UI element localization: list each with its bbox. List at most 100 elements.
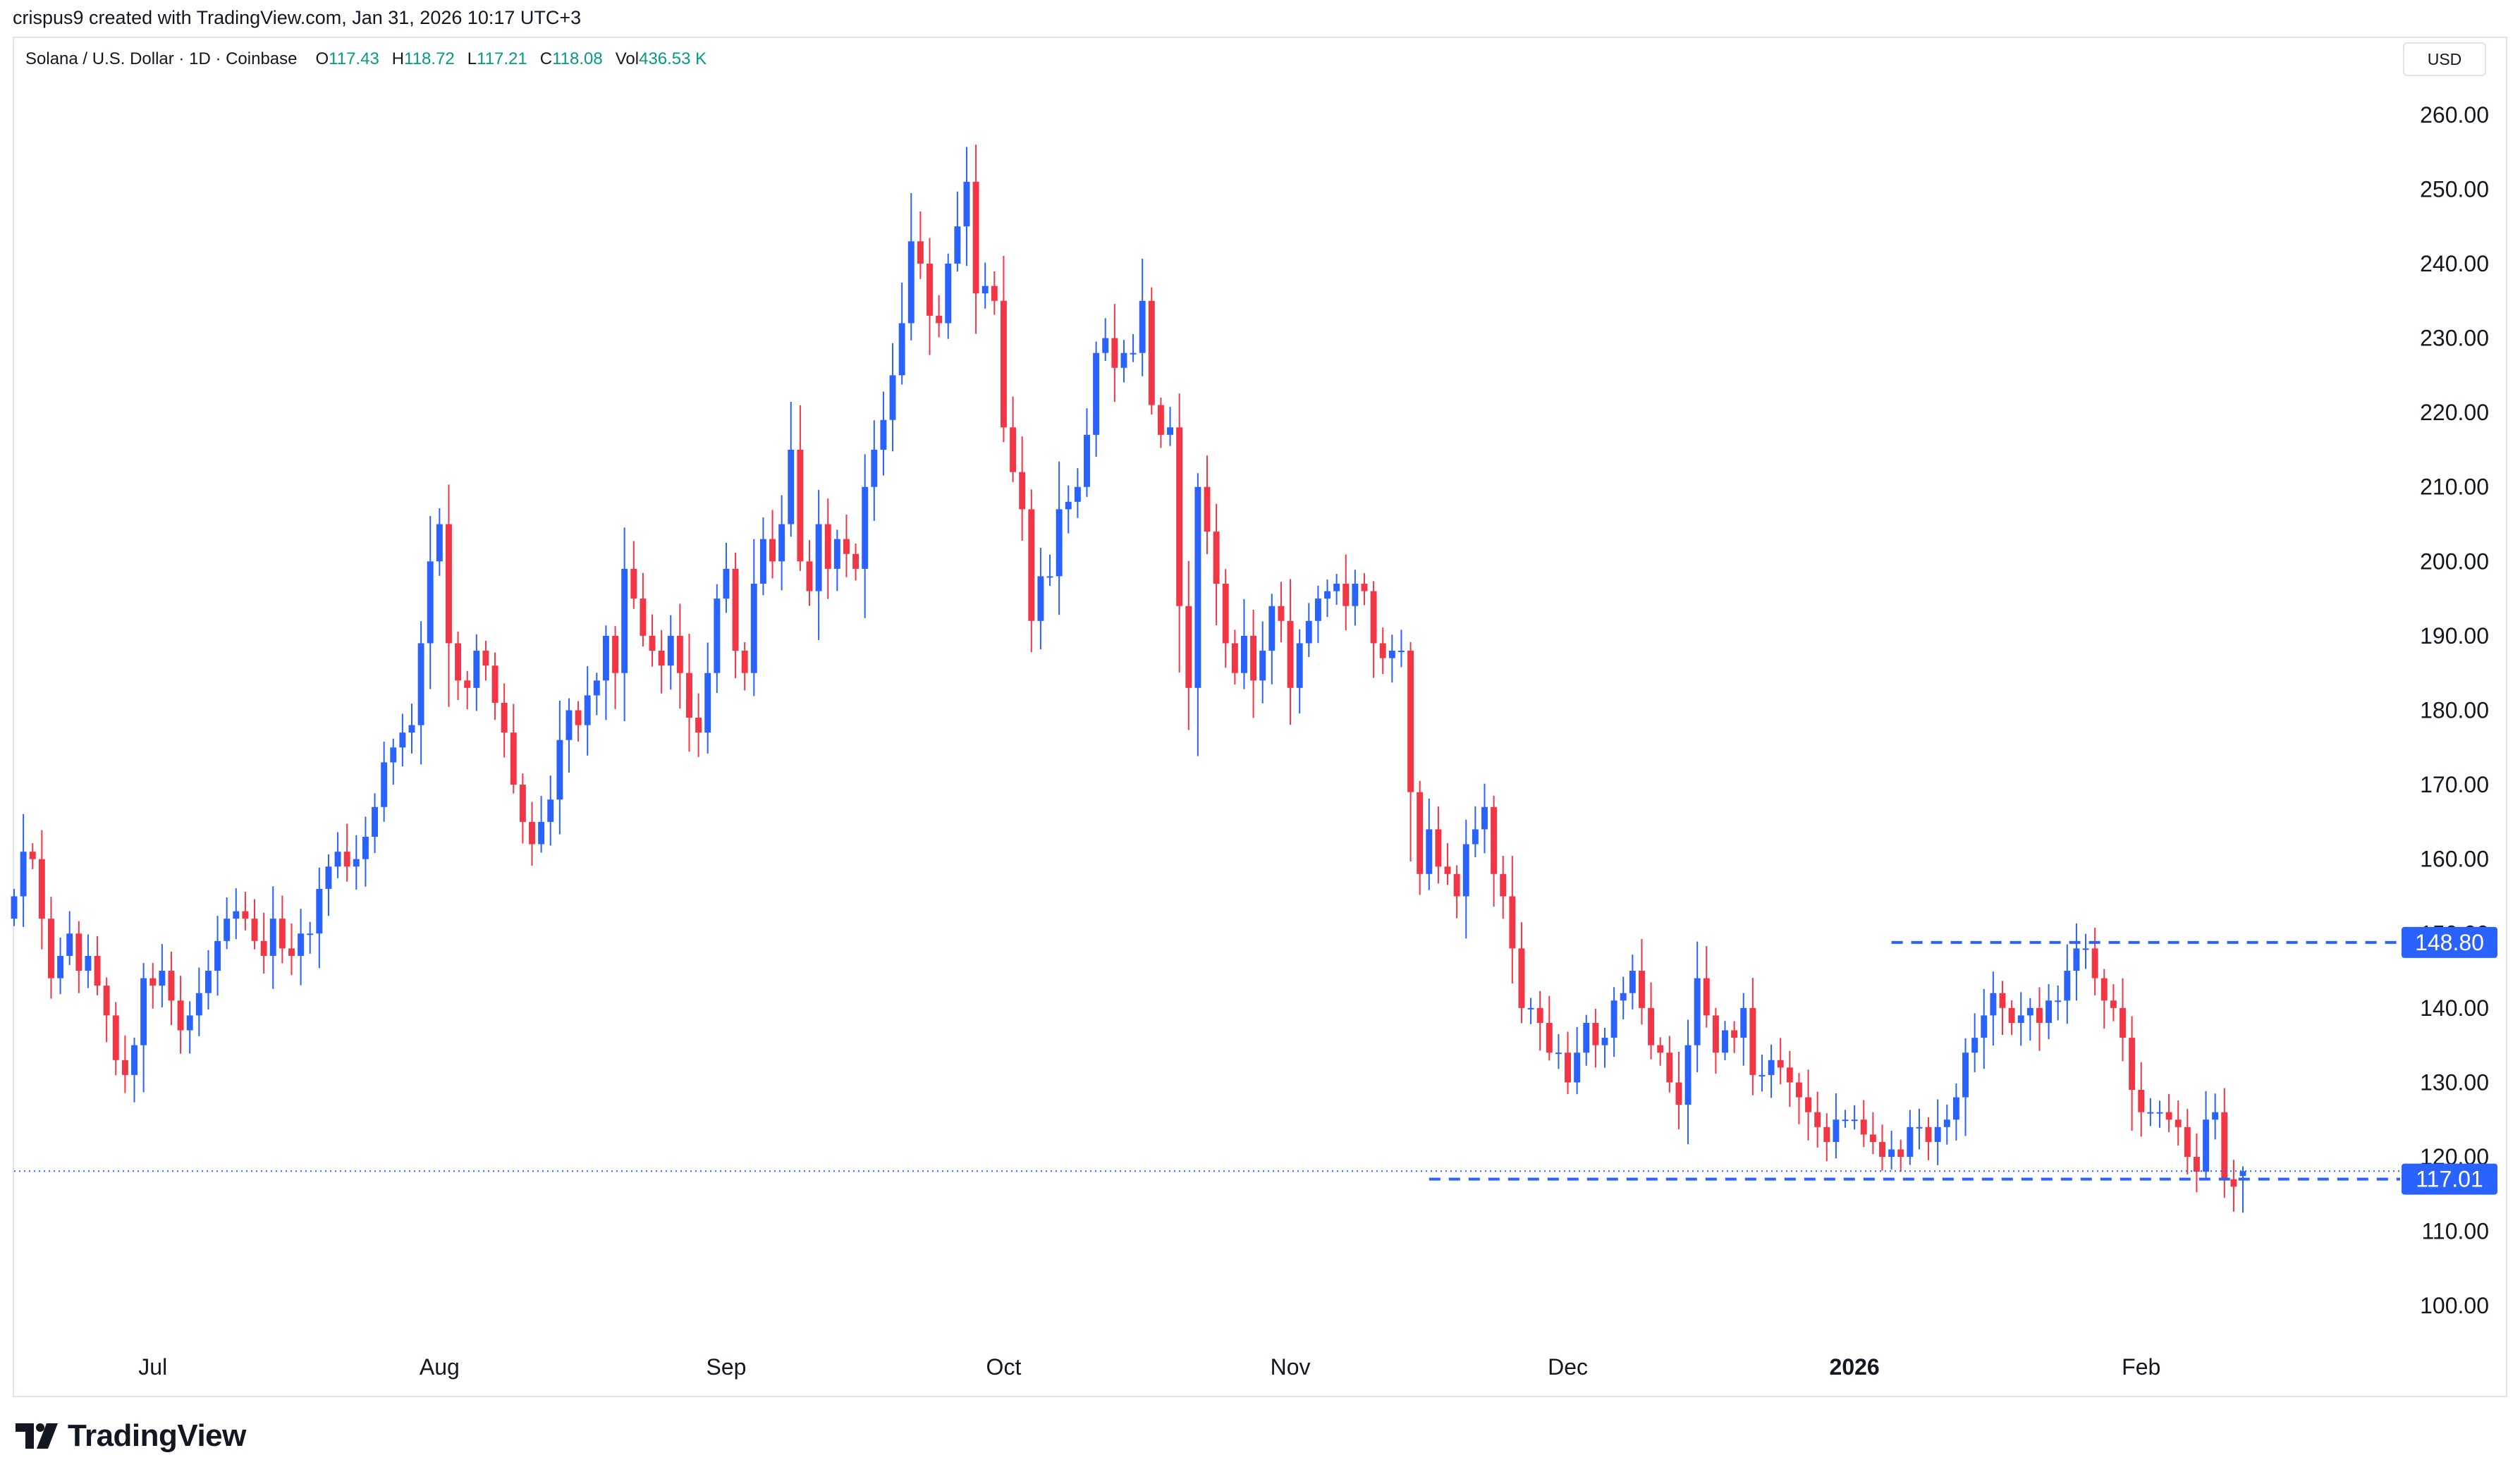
- y-tick-label: 260.00: [2420, 102, 2489, 128]
- candle-body: [1102, 338, 1109, 353]
- candle-body: [269, 919, 276, 956]
- candle-body: [1694, 978, 1701, 1045]
- candle-body: [399, 732, 406, 748]
- candle-body: [1453, 873, 1460, 897]
- candle-body: [1444, 866, 1451, 874]
- candle-body: [1472, 829, 1479, 845]
- candle-body: [1046, 576, 1053, 578]
- candle-body: [954, 226, 961, 264]
- candle-body: [1287, 620, 1294, 688]
- candle-body: [1574, 1053, 1581, 1083]
- candle-body: [1222, 584, 1229, 644]
- candle-body: [2017, 1015, 2024, 1023]
- candle-body: [769, 539, 776, 562]
- candle-body: [1352, 584, 1359, 606]
- candle-body: [57, 955, 64, 978]
- candle-body: [1167, 427, 1173, 435]
- tradingview-logo-icon: [16, 1423, 58, 1449]
- candle-body: [1397, 651, 1405, 653]
- candle-body: [1759, 1074, 1766, 1076]
- candle-body: [482, 651, 489, 666]
- candle-body: [1231, 643, 1238, 673]
- open-label: O: [315, 49, 329, 68]
- candle-body: [1417, 792, 1424, 874]
- candle-body: [2156, 1112, 2163, 1114]
- candle-body: [1250, 635, 1257, 681]
- x-tick-label: Oct: [986, 1354, 1022, 1380]
- candle-body: [1268, 606, 1276, 651]
- candle-body: [1185, 606, 1192, 688]
- candle-body: [1056, 509, 1063, 577]
- candle-body: [1111, 338, 1118, 368]
- candle-body: [1962, 1053, 1969, 1098]
- candle-body: [1795, 1082, 1802, 1098]
- candle-body: [1130, 352, 1137, 355]
- candle-body: [1370, 591, 1377, 644]
- candle-body: [945, 263, 952, 324]
- candle-body: [455, 643, 462, 681]
- candle-body: [538, 821, 545, 845]
- candle-body: [1869, 1134, 1876, 1142]
- candle-body: [186, 1015, 193, 1031]
- candle-body: [1518, 948, 1525, 1008]
- candle-body: [1675, 1082, 1682, 1105]
- open-value: 117.43: [329, 49, 379, 68]
- candle-body: [2100, 978, 2108, 1001]
- candle-body: [1666, 1053, 1673, 1083]
- candle-body: [732, 568, 739, 651]
- y-tick-label: 100.00: [2420, 1293, 2489, 1318]
- candle-body: [658, 651, 665, 666]
- candle-body: [695, 718, 702, 733]
- candle-body: [1555, 1053, 1562, 1055]
- candle-body: [2110, 1000, 2117, 1008]
- candle-body: [1916, 1127, 1923, 1129]
- candle-body: [649, 635, 656, 651]
- candle-body: [917, 241, 924, 264]
- candle-body: [2221, 1112, 2228, 1179]
- candle-body: [121, 1060, 128, 1075]
- candle-body: [1565, 1053, 1571, 1083]
- candle-body: [621, 568, 628, 673]
- y-tick-label: 170.00: [2420, 772, 2489, 797]
- candle-body: [926, 263, 933, 316]
- candle-body: [1388, 651, 1395, 658]
- candle-body: [1952, 1097, 1959, 1120]
- candle-body: [759, 539, 766, 584]
- y-tick-label: 200.00: [2420, 548, 2489, 574]
- candle-body: [1823, 1127, 1830, 1142]
- candle-body: [1546, 1022, 1553, 1053]
- candle-body: [2193, 1157, 2200, 1172]
- candle-body: [2091, 948, 2098, 978]
- candle-body: [1481, 806, 1488, 830]
- candle-body: [307, 933, 314, 935]
- candle-body: [38, 859, 45, 919]
- tradingview-logo[interactable]: TradingView: [16, 1418, 246, 1454]
- ohlc-legend: Solana / U.S. Dollar · 1D · Coinbase O11…: [25, 49, 714, 69]
- candle-body: [501, 702, 508, 733]
- candle-body: [1491, 806, 1498, 874]
- candle-body: [871, 449, 878, 487]
- candle-body: [1462, 844, 1469, 897]
- candle-body: [1583, 1022, 1590, 1053]
- chart-frame: [13, 37, 2507, 1397]
- candle-body: [112, 1015, 119, 1060]
- candle-body: [1601, 1038, 1608, 1045]
- candle-body: [2064, 971, 2071, 1001]
- candle-body: [85, 955, 92, 971]
- candle-body: [593, 680, 600, 696]
- candle-body: [1999, 993, 2006, 1008]
- y-tick-label: 140.00: [2420, 995, 2489, 1021]
- candle-body: [862, 486, 869, 569]
- volume-label: Vol: [615, 49, 640, 68]
- candle-body: [2138, 1090, 2145, 1112]
- currency-selector[interactable]: USD: [2403, 42, 2486, 76]
- candle-body: [529, 821, 535, 845]
- candle-body: [2239, 1171, 2246, 1177]
- candle-body: [1157, 405, 1164, 435]
- candle-body: [94, 955, 101, 986]
- high-label: H: [391, 49, 405, 68]
- candle-body: [1805, 1097, 1812, 1112]
- candle-body: [1333, 584, 1340, 591]
- candle-body: [1971, 1038, 1978, 1053]
